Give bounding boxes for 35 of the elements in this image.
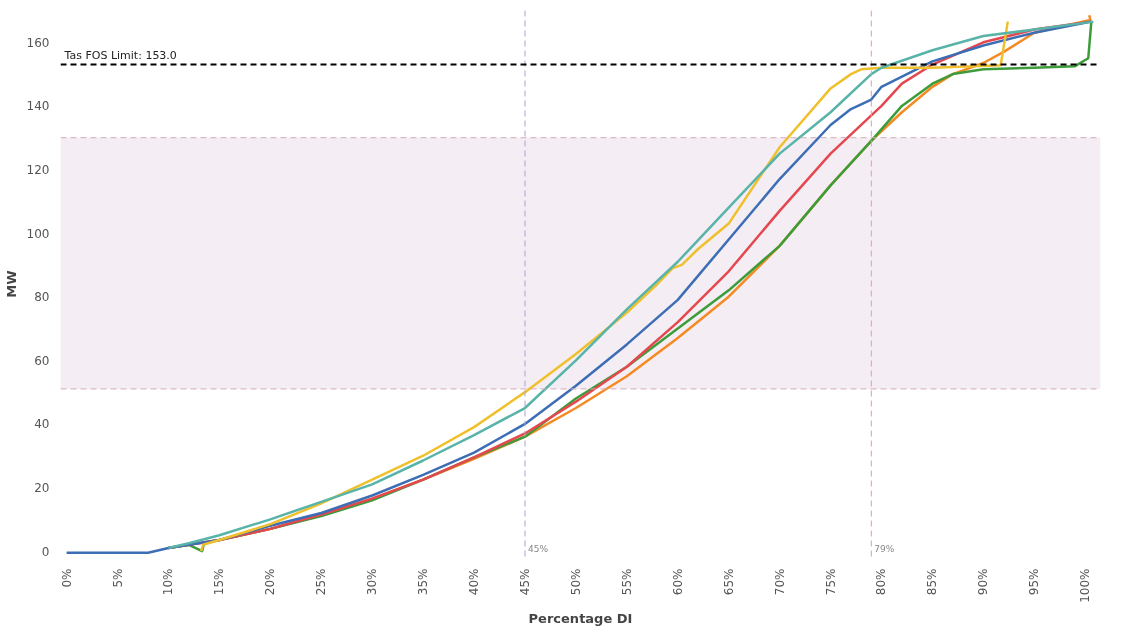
ref-line-label: 45%: [527, 543, 549, 554]
x-tick-label: 35%: [416, 568, 431, 596]
y-axis-title: MW: [3, 270, 19, 298]
y-tick-label: 160: [26, 35, 50, 50]
y-tick-label: 80: [34, 290, 50, 305]
x-tick-label: 30%: [365, 568, 380, 596]
x-tick-label: 70%: [772, 568, 787, 596]
y-tick-label: 0: [41, 544, 50, 559]
x-tick-label: 75%: [823, 568, 838, 596]
y-tick-label: 60: [34, 353, 50, 368]
x-axis-title: Percentage DI: [528, 610, 633, 626]
x-tick-label: 20%: [263, 568, 278, 596]
x-tick-label: 60%: [670, 568, 685, 596]
x-tick-label: 40%: [467, 568, 482, 596]
ref-line-label: 79%: [874, 543, 895, 554]
ref-line-label: Tas FOS Limit: 153.0: [63, 48, 177, 62]
y-tick-label: 140: [26, 99, 50, 114]
x-tick-label: 10%: [161, 568, 176, 596]
x-tick-label: 80%: [874, 568, 889, 596]
y-tick-label: 40: [34, 417, 50, 432]
x-tick-label: 15%: [212, 568, 227, 596]
y-tick-label: 120: [26, 163, 50, 178]
x-tick-label: 0%: [59, 568, 74, 588]
x-tick-label: 85%: [925, 568, 940, 596]
x-tick-label: 95%: [1027, 568, 1042, 596]
x-tick-label: 50%: [568, 568, 583, 596]
x-tick-label: 65%: [721, 568, 736, 596]
y-tick-label: 20: [34, 481, 50, 496]
x-tick-label: 55%: [619, 568, 634, 596]
x-tick-label: 45%: [517, 568, 532, 596]
x-tick-label: 25%: [314, 568, 329, 596]
y-tick-label: 100: [26, 226, 50, 241]
x-tick-label: 5%: [110, 568, 125, 588]
x-tick-label: 90%: [976, 568, 991, 596]
x-tick-label: 100%: [1078, 568, 1093, 603]
